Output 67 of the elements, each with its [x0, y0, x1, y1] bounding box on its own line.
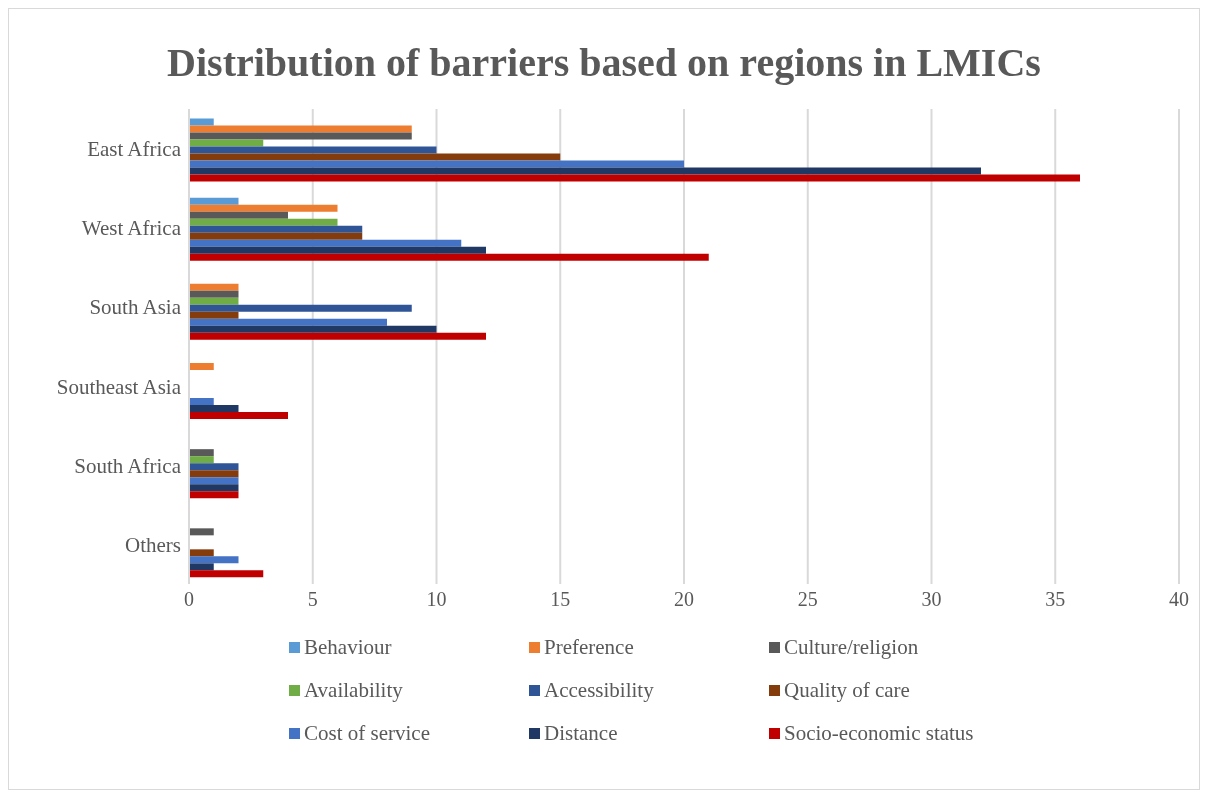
bar — [189, 484, 239, 492]
bar — [189, 470, 239, 478]
bar — [189, 253, 709, 261]
bar — [189, 283, 239, 291]
x-tick-label: 10 — [426, 588, 447, 611]
legend-label: Preference — [544, 635, 634, 660]
bar — [189, 174, 1080, 182]
legend-label: Availability — [304, 678, 403, 703]
bar — [189, 132, 412, 140]
x-tick-label: 5 — [307, 588, 318, 611]
bar — [189, 246, 486, 254]
bar — [189, 197, 239, 205]
bar — [189, 398, 214, 405]
legend-label: Quality of care — [784, 678, 910, 703]
bar — [189, 563, 214, 571]
bar — [189, 232, 363, 240]
y-tick-label: East Africa — [87, 137, 182, 162]
legend-label: Culture/religion — [784, 635, 919, 660]
bar — [189, 318, 387, 326]
bar — [189, 211, 288, 219]
bar — [189, 146, 437, 154]
bar — [189, 204, 338, 212]
bar — [189, 556, 239, 564]
bar — [189, 125, 412, 133]
chart-title: Distribution of barriers based on regions in LMICs — [166, 39, 1042, 87]
bar — [189, 325, 437, 333]
y-tick-label: South Asia — [89, 295, 182, 320]
x-tick-label: 15 — [550, 588, 571, 611]
bar — [189, 239, 462, 247]
y-tick-label: Southeast Asia — [56, 374, 182, 399]
bar — [189, 456, 214, 464]
bar — [189, 412, 288, 419]
y-tick-label: South Africa — [74, 453, 182, 478]
bar — [189, 363, 214, 370]
x-tick-label: 30 — [921, 588, 942, 611]
bar — [189, 304, 412, 312]
x-tick-label: 40 — [1169, 588, 1189, 611]
legend-label: Behaviour — [304, 635, 392, 660]
bar — [189, 218, 338, 226]
x-tick-label: 25 — [797, 588, 818, 611]
x-tick-label: 0 — [184, 588, 194, 611]
legend-label: Distance — [544, 721, 618, 746]
bar — [189, 160, 684, 168]
y-tick-label: Others — [125, 532, 181, 557]
legend-label: Socio-economic status — [784, 721, 974, 746]
bar — [189, 311, 239, 319]
bar — [189, 549, 214, 557]
bar — [189, 528, 214, 536]
bar — [189, 297, 239, 305]
bar — [189, 570, 264, 578]
legend-label: Cost of service — [304, 721, 430, 746]
bar — [189, 463, 239, 471]
bar — [189, 153, 561, 161]
bar — [189, 449, 214, 457]
bar — [189, 332, 486, 340]
bar — [189, 139, 264, 147]
bar — [189, 477, 239, 485]
y-tick-label: West Africa — [81, 216, 182, 241]
x-tick-label: 20 — [674, 588, 694, 611]
bar — [189, 167, 981, 175]
bar — [189, 405, 239, 412]
x-tick-label: 35 — [1045, 588, 1066, 611]
bar — [189, 118, 214, 126]
bar — [189, 290, 239, 298]
legend-label: Accessibility — [544, 678, 654, 703]
bar — [189, 225, 363, 233]
bar — [189, 491, 239, 499]
